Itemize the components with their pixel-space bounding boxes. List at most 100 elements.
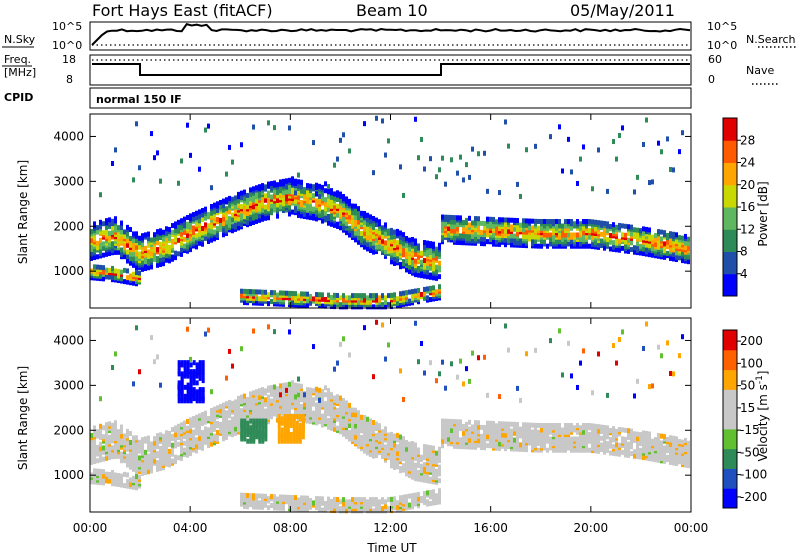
power-cell	[375, 228, 378, 234]
velocity-cell	[240, 408, 243, 414]
velocity-cell	[417, 359, 420, 365]
velocity-cell	[219, 421, 222, 427]
velocity-cell	[126, 479, 129, 485]
power-cell	[336, 293, 339, 299]
date-label: 05/May/2011	[570, 1, 675, 20]
velocity-cell	[513, 437, 516, 443]
velocity-cell	[234, 426, 237, 432]
velocity-cell	[429, 501, 432, 507]
velocity-cell	[453, 432, 456, 438]
nsky-right-tick-low: 10^0	[707, 39, 737, 52]
velocity-cell	[426, 464, 429, 470]
colorbar-swatch	[723, 140, 737, 163]
velocity-cell	[189, 428, 192, 434]
power-cell	[201, 230, 204, 236]
velocity-cell	[99, 441, 102, 447]
power-cell	[141, 233, 144, 239]
power-cell	[537, 218, 540, 224]
velocity-cell	[105, 478, 108, 484]
power-cell	[381, 229, 384, 235]
power-cell	[621, 245, 624, 251]
power-cell	[327, 187, 330, 193]
power-cell	[99, 273, 102, 279]
power-cell	[135, 244, 138, 250]
colorbar-swatch	[723, 207, 737, 230]
velocity-cell	[387, 432, 390, 438]
velocity-cell	[363, 414, 366, 420]
velocity-cell	[267, 324, 270, 330]
velocity-cell	[153, 436, 156, 442]
power-cell	[435, 289, 438, 295]
power-cell	[393, 229, 396, 235]
colorbar-tick-label: 8	[740, 245, 748, 259]
power-cell	[642, 251, 645, 257]
power-cell	[525, 147, 528, 153]
velocity-cell	[432, 445, 435, 451]
power-cell	[510, 217, 513, 223]
velocity-cell	[315, 395, 318, 401]
power-cell	[225, 219, 228, 225]
velocity-cell	[165, 441, 168, 447]
power-cell	[99, 264, 102, 270]
power-cell	[384, 152, 387, 158]
power-cell	[639, 228, 642, 234]
velocity-cell	[561, 372, 564, 378]
power-cell	[195, 210, 198, 216]
velocity-cell	[183, 420, 186, 426]
power-cell	[603, 232, 606, 238]
velocity-cell	[411, 440, 414, 446]
power-cell	[297, 183, 300, 189]
power-cell	[285, 194, 288, 200]
velocity-cell	[129, 464, 132, 470]
velocity-cell	[546, 436, 549, 442]
velocity-cell	[405, 439, 408, 445]
velocity-cell	[357, 419, 360, 425]
power-cell	[534, 143, 537, 149]
power-cell	[207, 223, 210, 229]
velocity-cell	[204, 331, 207, 337]
velocity-cell	[387, 446, 390, 452]
power-cell	[309, 300, 312, 306]
power-cell	[366, 241, 369, 247]
velocity-cell	[504, 425, 507, 431]
power-cell	[258, 296, 261, 302]
power-cell	[648, 252, 651, 258]
power-cell	[213, 213, 216, 219]
velocity-cell	[444, 418, 447, 424]
power-cell	[225, 171, 228, 177]
power-cell	[453, 235, 456, 241]
power-cell	[501, 217, 504, 223]
power-cell	[255, 289, 258, 295]
power-cell	[240, 142, 243, 148]
velocity-cell	[348, 423, 351, 429]
velocity-cell	[159, 432, 162, 438]
power-cell	[576, 219, 579, 225]
power-cell	[480, 241, 483, 247]
power-cell	[360, 210, 363, 216]
velocity-cell	[492, 443, 495, 449]
velocity-cell	[513, 430, 516, 436]
y-tick-label: 2000	[53, 219, 84, 233]
velocity-cell	[420, 340, 423, 346]
velocity-cell	[381, 429, 384, 435]
power-cell	[402, 259, 405, 265]
power-cell	[381, 118, 384, 124]
velocity-cell	[531, 436, 534, 442]
power-cell	[387, 302, 390, 308]
velocity-cell	[426, 444, 429, 450]
power-cell	[462, 177, 465, 183]
velocity-cell	[306, 416, 309, 422]
power-cell	[387, 138, 390, 144]
power-cell	[687, 236, 690, 242]
power-cell	[399, 239, 402, 245]
power-cell	[195, 221, 198, 227]
velocity-cell	[267, 385, 270, 391]
velocity-cell	[168, 448, 171, 454]
velocity-cell	[168, 430, 171, 436]
power-cell	[243, 214, 246, 220]
power-cell	[438, 265, 441, 271]
power-cell	[324, 181, 327, 187]
power-cell	[390, 227, 393, 233]
velocity-cell	[357, 503, 360, 509]
